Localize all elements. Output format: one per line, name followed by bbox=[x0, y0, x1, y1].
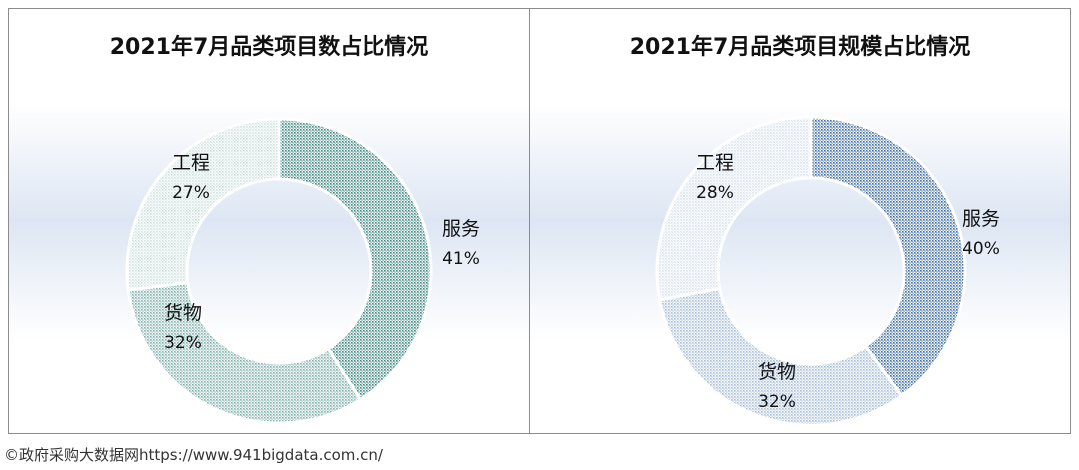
slice-percent-label: 41% bbox=[442, 249, 480, 269]
slice-category-label: 服务 bbox=[442, 218, 480, 240]
slice-服务 bbox=[809, 115, 967, 398]
donut-chart-project-count: 服务 41% 货物 32% 工程 27% bbox=[125, 117, 480, 425]
slice-category-label: 货物 bbox=[164, 302, 202, 324]
slice-货物 bbox=[657, 286, 904, 427]
slice-category-label: 工程 bbox=[696, 152, 734, 174]
slice-percent-label: 40% bbox=[962, 239, 1000, 259]
slice-工程 bbox=[655, 115, 813, 302]
slice-category-label: 工程 bbox=[172, 152, 210, 174]
slice-percent-label: 32% bbox=[758, 392, 796, 412]
chart-panel-project-count: 2021年7月品类项目数占比情况 服务 41% 货物 32% 工程 27% bbox=[8, 8, 530, 434]
slice-货物 bbox=[126, 280, 363, 425]
slice-category-label: 货物 bbox=[758, 361, 796, 383]
chart-title: 2021年7月品类项目数占比情况 bbox=[109, 35, 429, 60]
chart-title: 2021年7月品类项目规模占比情况 bbox=[629, 35, 971, 60]
slice-percent-label: 32% bbox=[164, 333, 202, 353]
slice-category-label: 服务 bbox=[962, 208, 1000, 230]
chart-panel-project-scale: 2021年7月品类项目规模占比情况 服务 40% 货物 32% 工程 28% bbox=[529, 8, 1071, 434]
slice-服务 bbox=[277, 117, 433, 402]
slice-percent-label: 27% bbox=[172, 183, 210, 203]
donut-chart-project-scale: 服务 40% 货物 32% 工程 28% bbox=[655, 115, 1000, 427]
slice-工程 bbox=[125, 117, 281, 292]
source-footer: ©政府采购大数据网https://www.941bigdata.com.cn/ bbox=[4, 446, 383, 464]
slice-percent-label: 28% bbox=[696, 183, 734, 203]
